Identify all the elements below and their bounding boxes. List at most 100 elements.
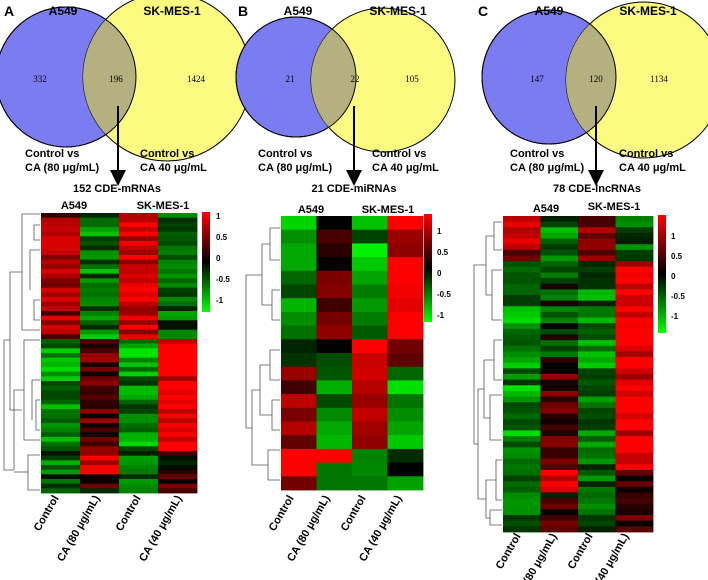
heatmap-cell — [281, 339, 317, 354]
heatmap-cell — [578, 520, 616, 527]
heatmap-cell — [41, 413, 81, 419]
color-scale — [424, 214, 432, 322]
heatmap-cell — [387, 284, 424, 299]
heatmap-cell — [158, 283, 198, 289]
scale-tick: -1 — [437, 311, 445, 320]
heatmap-cell — [615, 396, 654, 403]
column-label: CA (80 μg/mL) — [55, 493, 103, 564]
heatmap-cell — [503, 334, 541, 341]
heatmap-cell — [119, 250, 159, 256]
heatmap-cell — [540, 221, 579, 228]
heatmap-group-label: SK-MES-1 — [588, 201, 641, 213]
heatmap-cell — [387, 325, 424, 340]
heatmap-cell — [503, 430, 541, 437]
heatmap-cell — [503, 441, 541, 448]
column-label: Control — [32, 494, 62, 534]
heatmap-cell — [80, 446, 120, 452]
heatmap-cell — [615, 486, 654, 493]
heatmap-cell — [615, 221, 654, 228]
heatmap-cell — [41, 395, 81, 401]
venn-right-label: SK-MES-1 — [369, 4, 427, 18]
heatmap-cell — [387, 311, 424, 326]
heatmap-cell — [119, 371, 159, 377]
heatmap-cell — [615, 351, 654, 358]
heatmap-cell — [578, 475, 616, 482]
heatmap-cell — [158, 395, 198, 401]
heatmap-cell — [615, 390, 654, 397]
heatmap-cell — [80, 479, 120, 485]
heatmap-cell — [503, 509, 541, 516]
column-label: Control — [267, 494, 297, 534]
heatmap-cell — [158, 334, 198, 340]
heatmap-cell — [158, 488, 198, 494]
heatmap-cell — [578, 407, 616, 414]
scale-tick: 1 — [216, 212, 221, 221]
heatmap-cell — [80, 343, 120, 349]
heatmap-cell — [158, 409, 198, 415]
scale-tick: -0.5 — [437, 290, 451, 299]
heatmap-cell — [119, 418, 159, 424]
heatmap-cell — [578, 300, 616, 307]
heatmap-cell — [540, 300, 579, 307]
heatmap-cell — [281, 394, 317, 409]
heatmap-cell — [540, 509, 579, 516]
heatmap-cell — [41, 315, 81, 321]
heatmap-cell — [41, 292, 81, 298]
heatmap-cell — [615, 503, 654, 510]
heatmap-cell — [41, 250, 81, 256]
heatmap-cell — [41, 371, 81, 377]
heatmap-cell — [80, 409, 120, 415]
heatmap-cell — [80, 427, 120, 433]
heatmap-cell — [158, 348, 198, 354]
right-caption-line2: CA 40 μg/mL — [372, 162, 439, 174]
heatmap-cell — [119, 483, 159, 489]
heatmap-cell — [615, 232, 654, 239]
heatmap-cell — [503, 221, 541, 228]
heatmap-cell — [119, 320, 159, 326]
heatmap-cell — [119, 460, 159, 466]
panel-c: C A549 SK-MES-1 147 120 1134 Control vs … — [473, 1, 708, 580]
heatmap-cell — [119, 409, 159, 415]
heatmap-cell — [41, 455, 81, 461]
heatmap-cell — [503, 283, 541, 290]
heatmap-cell — [80, 213, 120, 219]
heatmap-cell — [615, 475, 654, 482]
heatmap-cell — [578, 340, 616, 347]
heatmap-cell — [41, 213, 81, 219]
heatmap-cell — [119, 287, 159, 293]
heatmap-cell — [578, 244, 616, 251]
heatmap-cell — [316, 353, 353, 368]
heatmap-cell — [540, 379, 579, 386]
heatmap-cell — [80, 371, 120, 377]
heatmap-cell — [316, 380, 353, 395]
heatmap-cell — [80, 348, 120, 354]
panel-b: B A549 SK-MES-1 21 22 105 Control vs CA … — [235, 3, 456, 564]
heatmap-cell — [540, 323, 579, 330]
heatmap-cell — [578, 419, 616, 426]
heatmap-cell — [119, 404, 159, 410]
heatmap-cell — [80, 385, 120, 391]
heatmap-cell — [615, 334, 654, 341]
heatmap-cell — [80, 297, 120, 303]
heatmap-cell — [119, 264, 159, 270]
heatmap-cell — [119, 353, 159, 359]
heatmap-cell — [503, 481, 541, 488]
heatmap-cell — [578, 385, 616, 392]
venn-right-label: SK-MES-1 — [619, 4, 677, 18]
heatmap-cell — [615, 216, 654, 223]
heatmap-cell — [158, 259, 198, 265]
heatmap-cell — [578, 249, 616, 256]
heatmap-cell — [80, 413, 120, 419]
heatmap-cell — [615, 244, 654, 251]
venn-overlap-count: 196 — [109, 74, 123, 84]
heatmap-cell — [158, 329, 198, 335]
heatmap-cell — [80, 315, 120, 321]
heatmap-cell — [158, 269, 198, 275]
heatmap-cell — [80, 381, 120, 387]
heatmap-cell — [158, 231, 198, 237]
heatmap-cell — [540, 272, 579, 279]
heatmap-cell — [540, 390, 579, 397]
heatmap-cell — [158, 371, 198, 377]
heatmap-cell — [503, 328, 541, 335]
venn-right-label: SK-MES-1 — [143, 4, 201, 18]
